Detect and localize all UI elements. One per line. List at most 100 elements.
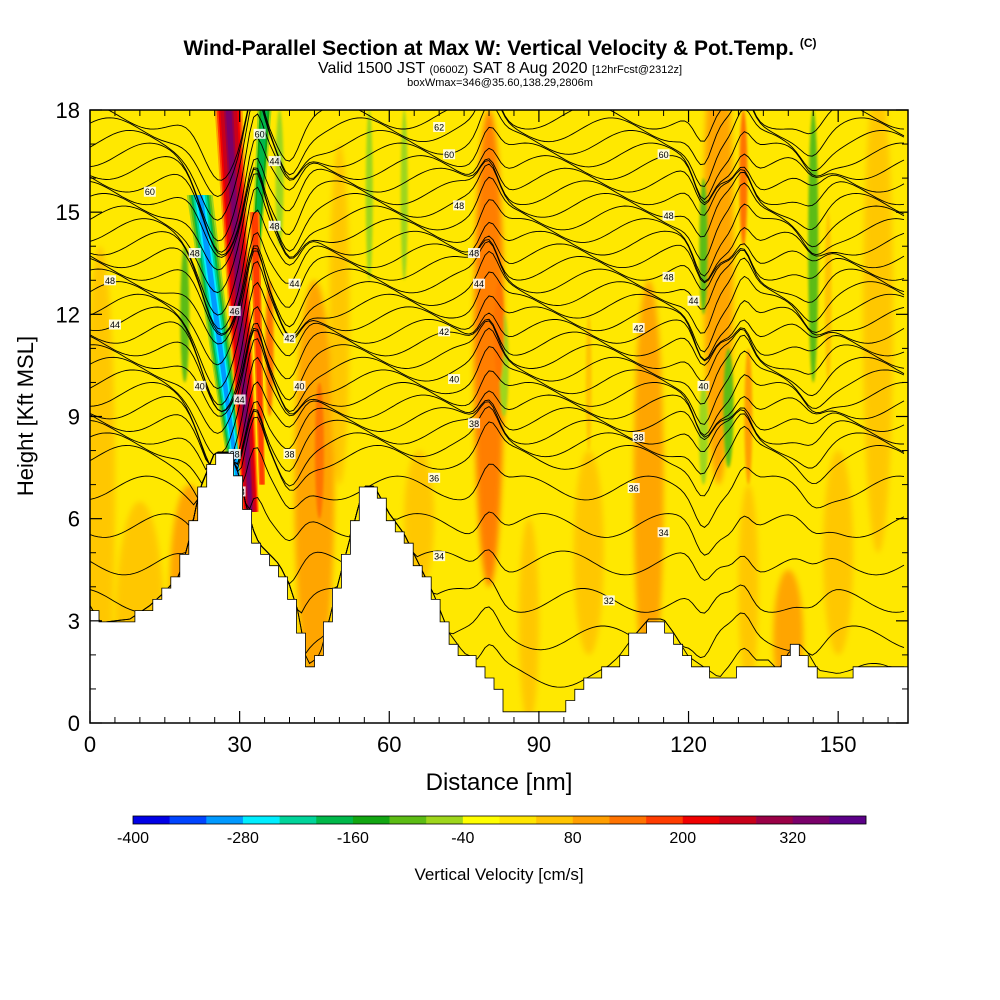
isentrope-label: 42: [438, 326, 451, 337]
updraft-band-2-level: [251, 212, 264, 485]
isentrope-label-bg: [268, 156, 281, 167]
isentrope-line: [90, 260, 905, 390]
isentrope-label: 62: [433, 122, 446, 133]
isentrope-label-bg: [193, 380, 206, 391]
isentrope-label-bg: [468, 418, 481, 429]
isentrope-line: [90, 186, 905, 316]
colorbar-tick-label: -40: [451, 830, 474, 847]
isentrope-label-text: 38: [469, 419, 479, 429]
y-tick-label: 6: [68, 507, 80, 532]
colorbar-swatch: [646, 816, 684, 824]
isentrope-label-bg: [632, 431, 645, 442]
y-tick-label: 9: [68, 405, 80, 430]
isentrope-line: [107, 110, 905, 181]
isentrope-label-bg: [602, 595, 615, 606]
isentrope-label: 60: [143, 186, 156, 197]
isentrope-label: 60: [443, 149, 456, 160]
valid-time-utc: (0600Z): [429, 64, 468, 76]
velocity-stripe: [365, 110, 373, 281]
isentrope-label-text: 48: [664, 211, 674, 221]
velocity-stripe: [275, 110, 284, 247]
isentrope-line: [90, 250, 905, 366]
isentrope-line: [90, 305, 905, 412]
isentrope-label: 48: [188, 248, 201, 259]
terrain-mask: [90, 452, 908, 723]
isentrope-label: 48: [453, 200, 466, 211]
isentrope-label-bg: [108, 319, 121, 330]
isentrope-label-text: 48: [664, 272, 674, 282]
isentrope-label: 60: [657, 149, 670, 160]
isentrope-label: 38: [283, 448, 296, 459]
isentrope-label: 48: [468, 248, 481, 259]
isentrope-line: [90, 110, 905, 221]
isentrope-label-bg: [687, 295, 700, 306]
isentrope-label: 34: [433, 551, 446, 562]
colorbar-tick-label: 200: [669, 830, 696, 847]
isentrope-label: 44: [108, 319, 121, 330]
colorbar-swatch: [316, 816, 354, 824]
colorbar-swatch: [829, 816, 867, 824]
colorbar-swatch: [279, 816, 317, 824]
x-tick-label: 90: [527, 732, 551, 757]
isentrope-label-text: 34: [659, 528, 669, 538]
isentrope-label: 32: [602, 595, 615, 606]
isentrope-label-bg: [288, 278, 301, 289]
isentrope-label: 60: [253, 128, 266, 139]
isentrope-label-text: 32: [604, 596, 614, 606]
y-tick-label: 12: [56, 302, 80, 327]
isentrope-line: [90, 173, 905, 294]
updraft-patch: [329, 144, 350, 485]
x-tick-label: 0: [84, 732, 96, 757]
isentrope-line: [90, 209, 905, 330]
colorbar-swatch: [389, 816, 427, 824]
y-axis-label: Height [Kft MSL]: [13, 336, 38, 496]
isentrope-label: 40: [193, 380, 206, 391]
colorbar-swatch: [499, 816, 537, 824]
updraft-patch: [738, 484, 759, 689]
isentrope-label-bg: [453, 200, 466, 211]
isentrope-label-text: 48: [190, 249, 200, 259]
isentrope-label-bg: [293, 380, 306, 391]
isentrope-label: 48: [662, 271, 675, 282]
y-tick-label: 15: [56, 200, 80, 225]
colorbar-swatch: [719, 816, 757, 824]
isentrope-label-bg: [468, 248, 481, 259]
updraft-band-2: [249, 212, 266, 485]
isentrope-line: [90, 160, 905, 258]
y-tick-label: 3: [68, 609, 80, 634]
isentrope-label-bg: [473, 278, 486, 289]
isentrope-line: [90, 327, 905, 434]
isentrope-line: [90, 163, 905, 271]
updraft-patch: [863, 110, 894, 553]
colorbar-swatch: [206, 816, 244, 824]
isentrope-label: 40: [448, 374, 461, 385]
isentrope-label-text: 40: [294, 381, 304, 391]
isentrope-label-bg: [657, 527, 670, 538]
colorbar-tick-label: -160: [337, 830, 369, 847]
chart-title: Wind-Parallel Section at Max W: Vertical…: [0, 36, 1000, 61]
velocity-stripe: [180, 246, 190, 383]
isentrope-label: 38: [468, 418, 481, 429]
isentrope-label: 48: [103, 275, 116, 286]
forecast-info: [12hrFcst@2312z]: [591, 64, 683, 76]
y-tick-label: 18: [56, 98, 80, 123]
isentrope-line: [90, 281, 905, 406]
isentrope-label-text: 34: [434, 552, 444, 562]
isentrope-label: 40: [697, 380, 710, 391]
isentrope-label: 44: [233, 394, 246, 405]
valid-time: Valid 1500 JST: [317, 60, 426, 77]
isentrope-label-bg: [627, 483, 640, 494]
isentrope-label: 42: [283, 333, 296, 344]
isentrope-line: [90, 338, 905, 456]
colorbar-tick-label: -400: [117, 830, 149, 847]
isentrope-line: [90, 110, 905, 197]
isentrope-label-text: 62: [434, 123, 444, 133]
isentrope-label-text: 40: [698, 381, 708, 391]
colorbar-swatch: [426, 816, 464, 824]
colorbar-swatch: [609, 816, 647, 824]
isentrope-labels: 62 60 60 60 60 48 48 48 48 48 48 48 46 44 44 44 44 44 44 42…: [103, 122, 710, 606]
colorbar-swatch: [242, 816, 280, 824]
isentrope-label-text: 60: [145, 187, 155, 197]
